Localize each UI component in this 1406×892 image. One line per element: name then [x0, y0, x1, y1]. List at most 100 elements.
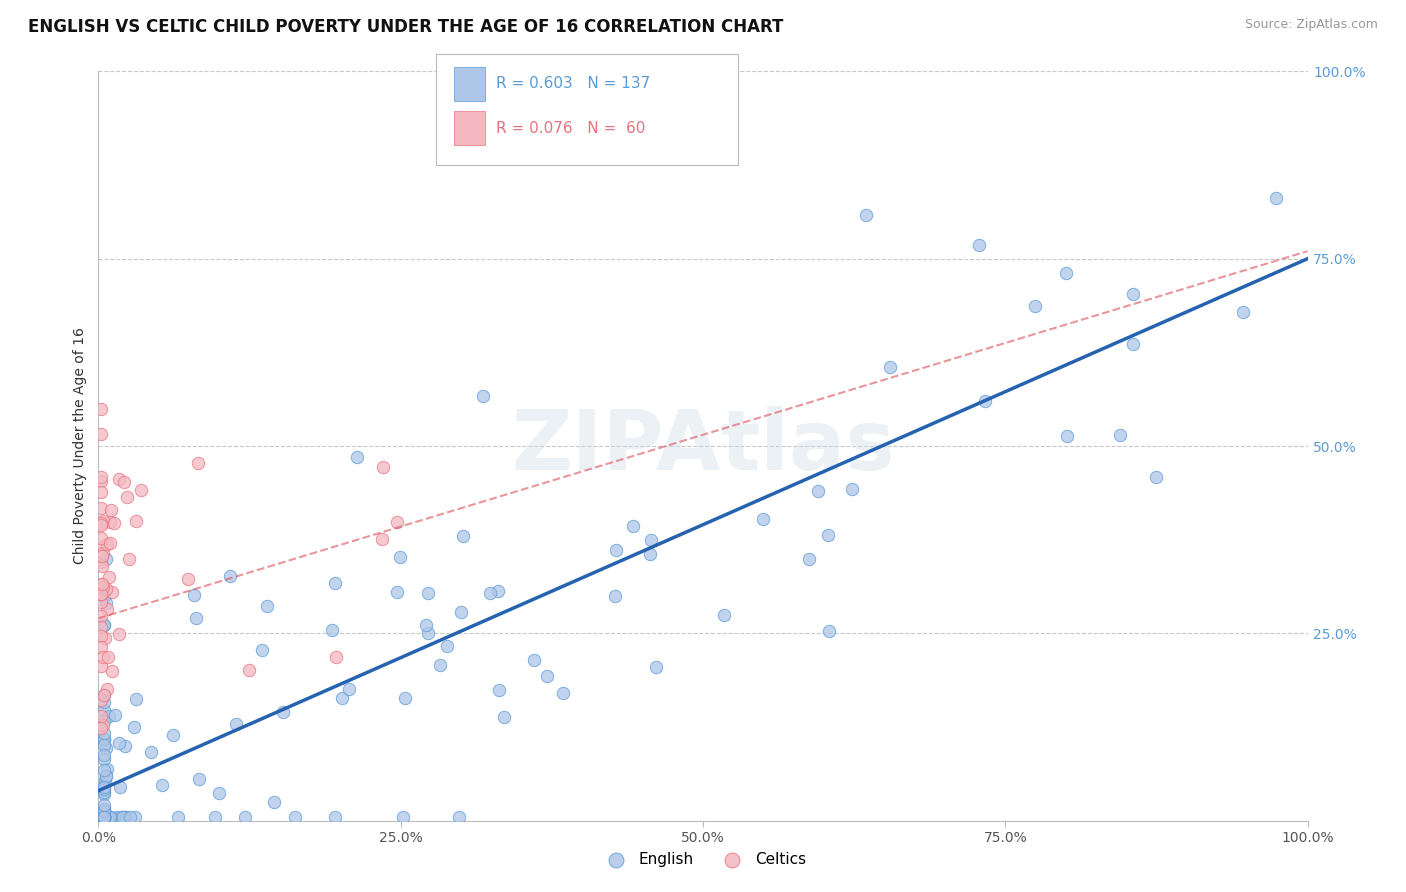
Point [98, 810, 121, 824]
Point [855, 208, 877, 222]
Point [93, 787, 115, 801]
Point [225, 717, 247, 731]
Point [150, 778, 173, 792]
Point [90, 516, 112, 530]
Y-axis label: Child Poverty Under the Age of 16: Child Poverty Under the Age of 16 [73, 327, 87, 565]
Point [93, 810, 115, 824]
Point [93, 810, 115, 824]
Point [96, 810, 118, 824]
Point [187, 456, 209, 470]
Point [271, 705, 294, 719]
Point [94, 631, 117, 645]
Point [429, 658, 451, 673]
Point [337, 681, 360, 696]
Point [93, 649, 115, 664]
Point [108, 627, 131, 641]
Point [638, 547, 661, 561]
Point [96, 769, 118, 783]
Text: Source: ZipAtlas.com: Source: ZipAtlas.com [1244, 18, 1378, 31]
Point [91, 718, 114, 732]
Point [1264, 191, 1286, 205]
Point [385, 516, 408, 530]
Point [94, 741, 117, 756]
Point [96, 601, 118, 615]
Point [488, 683, 510, 698]
Point [90, 470, 112, 484]
Point [263, 795, 285, 809]
Point [479, 586, 502, 600]
Point [93, 714, 115, 728]
Point [416, 625, 439, 640]
Point [1144, 470, 1167, 484]
Point [91, 514, 114, 528]
Point [93, 780, 115, 794]
Point [98, 536, 121, 550]
Point [93, 810, 115, 824]
Point [93, 590, 115, 604]
Point [93, 695, 115, 709]
Point [330, 690, 353, 705]
Point [97, 708, 120, 723]
Point [1054, 266, 1077, 280]
Point [93, 797, 115, 812]
Point [323, 575, 346, 590]
Point [93, 810, 115, 824]
Point [114, 739, 136, 753]
Point [100, 810, 122, 824]
Point [97, 649, 120, 664]
Point [93, 725, 115, 739]
Point [104, 707, 127, 722]
Point [494, 710, 516, 724]
Point [98, 570, 121, 584]
Point [187, 772, 209, 786]
Point [974, 394, 997, 409]
Point [284, 810, 307, 824]
Point [90, 500, 112, 515]
Point [841, 482, 863, 496]
Point [93, 732, 115, 747]
Point [183, 588, 205, 602]
Point [90, 402, 112, 417]
Point [96, 536, 118, 550]
Point [90, 587, 112, 601]
Point [233, 810, 256, 824]
Point [797, 552, 820, 566]
Point [90, 587, 112, 601]
Point [713, 608, 735, 623]
Point [621, 519, 644, 533]
Text: R = 0.603   N = 137: R = 0.603 N = 137 [496, 77, 651, 91]
Point [90, 427, 112, 442]
Point [93, 810, 115, 824]
Point [208, 786, 231, 800]
Point [93, 785, 115, 799]
Point [90, 629, 112, 643]
Legend: English, Celtics: English, Celtics [595, 846, 811, 873]
Point [93, 810, 115, 824]
Point [93, 688, 115, 702]
Point [100, 503, 122, 517]
Point [90, 693, 112, 707]
Point [90, 583, 112, 598]
Point [536, 668, 558, 682]
Point [96, 681, 118, 696]
Point [471, 389, 494, 403]
Point [219, 569, 242, 583]
Point [605, 543, 627, 558]
Point [93, 810, 115, 824]
Point [111, 810, 134, 824]
Point [108, 472, 131, 486]
Point [110, 810, 132, 824]
Point [94, 810, 117, 824]
Point [93, 810, 115, 824]
Point [90, 576, 112, 591]
Point [103, 516, 125, 530]
Point [112, 475, 135, 490]
Point [124, 810, 146, 824]
Point [93, 810, 115, 824]
Point [436, 639, 458, 653]
Point [129, 483, 152, 497]
Point [817, 528, 839, 542]
Point [93, 779, 115, 793]
Point [93, 752, 115, 766]
Point [1232, 304, 1254, 318]
